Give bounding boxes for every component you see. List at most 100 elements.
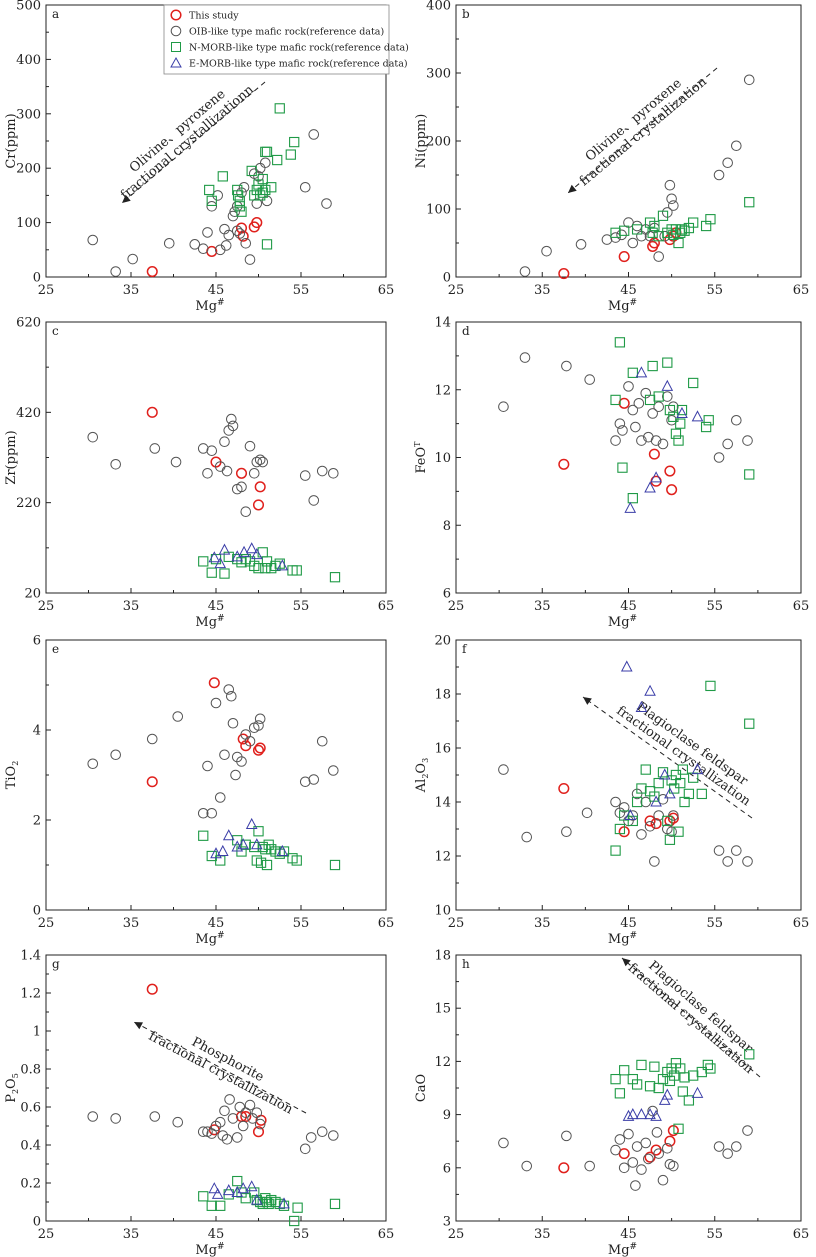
point-nmorb [662, 815, 673, 827]
point-nmorb [610, 1073, 621, 1085]
point-oib [202, 468, 213, 479]
y-tick-label: 15 [434, 1002, 451, 1017]
point-nmorb [668, 411, 679, 422]
point-oib [308, 495, 320, 506]
point-nmorb [619, 810, 630, 821]
point-nmorb [644, 394, 656, 406]
point-oib [657, 1174, 669, 1186]
x-tick-label: 65 [793, 916, 810, 931]
x-tick-label: 25 [448, 1227, 465, 1242]
x-tick-label: 55 [706, 1227, 723, 1242]
point-nmorb [649, 791, 660, 802]
y-tick-label: 18 [434, 949, 451, 964]
x-tick-label: 25 [38, 1227, 55, 1242]
point-oib [328, 765, 339, 776]
plot-frame [455, 321, 802, 594]
point-oib [214, 1116, 226, 1128]
y-tick-label: 500 [16, 0, 41, 14]
point-oib [618, 802, 630, 813]
point-nmorb [644, 1081, 656, 1092]
point-nmorb [688, 377, 699, 389]
point-emorb [211, 1187, 224, 1199]
point-oib [214, 792, 226, 803]
point-nmorb [206, 1200, 217, 1211]
point-oib [653, 1148, 664, 1159]
point-emorb [250, 548, 263, 560]
point-nmorb [653, 231, 664, 242]
point-this-study [252, 744, 265, 756]
point-nmorb [246, 165, 257, 177]
point-emorb [222, 1184, 235, 1196]
point-oib [172, 711, 184, 722]
x-tick-label: 55 [293, 283, 310, 298]
y-tick-label: 1.4 [20, 949, 41, 964]
y-tick-label: 3 [443, 1215, 451, 1230]
point-nmorb [703, 415, 714, 426]
point-oib [316, 465, 328, 477]
y-axis-label: P2O5 [4, 1073, 20, 1103]
trend-arrow-line [621, 957, 761, 1078]
y-tick-label: 200 [16, 162, 41, 177]
point-oib [197, 807, 209, 819]
point-emorb [237, 838, 250, 850]
y-tick-label: 420 [16, 406, 41, 421]
point-oib [630, 421, 641, 433]
point-nmorb [619, 225, 630, 236]
y-tick-label: 0.2 [20, 1177, 41, 1192]
y-tick-label: 6 [443, 587, 451, 602]
panel-b: b 25 35 45 55 65 0 100 200 300 400 Mg# Ni(ppm) Olivin… [414, 0, 809, 314]
point-this-study [644, 815, 656, 827]
point-nmorb [675, 777, 686, 789]
point-oib [722, 1148, 733, 1159]
point-oib [316, 735, 328, 747]
point-oib [614, 418, 626, 429]
trend-arrow-head [583, 697, 592, 705]
panel-c: c 25 35 45 55 65 20 220 420 620 Mg# Zr(ppm) [4, 316, 394, 631]
point-oib [227, 717, 239, 729]
point-nmorb [266, 182, 277, 193]
point-nmorb [662, 357, 673, 368]
point-emorb [622, 1109, 635, 1121]
y-tick-label: 0.4 [20, 1139, 41, 1154]
point-nmorb [219, 568, 230, 579]
x-tick-label: 45 [208, 599, 225, 614]
point-emorb [664, 787, 676, 799]
point-oib [731, 414, 742, 426]
y-tick-label: 9 [443, 1108, 451, 1123]
point-oib [257, 456, 269, 468]
point-emorb [635, 700, 648, 712]
point-oib [636, 829, 647, 840]
panel-g: g 25 35 45 55 65 0 0.2 0.4 0.6 0.8 1 1.2 1.4 Mg# P2O5 Ph… [4, 949, 394, 1257]
annotation-line: fractional crystallization [146, 1029, 296, 1118]
point-oib [653, 810, 664, 821]
point-nmorb [696, 1066, 707, 1078]
point-oib [731, 1141, 742, 1152]
point-oib [644, 230, 656, 242]
point-oib [617, 425, 628, 436]
point-emorb [644, 481, 656, 493]
point-oib [627, 1157, 639, 1168]
panel-letter: c [52, 324, 59, 338]
trend-arrow-line [567, 67, 718, 194]
trend-arrow-line [133, 1021, 307, 1114]
point-nmorb [329, 1198, 341, 1210]
y-tick-label: 0 [33, 1215, 41, 1230]
point-oib [627, 404, 639, 416]
point-emorb [250, 838, 263, 850]
point-nmorb [647, 227, 658, 238]
x-tick-label: 45 [620, 916, 637, 931]
point-oib [87, 1111, 99, 1122]
point-oib [223, 229, 235, 241]
point-oib [742, 435, 753, 446]
point-oib [498, 401, 509, 412]
point-nmorb [272, 154, 283, 166]
annotation-text: Plagioclase feldsparfractional crystalli… [625, 949, 767, 1077]
annotation-text: Plagioclase feldsparfractional crystalli… [614, 691, 763, 809]
point-nmorb [257, 187, 268, 198]
x-tick-label: 65 [378, 599, 395, 614]
point-nmorb [673, 435, 684, 446]
point-oib [666, 193, 677, 205]
point-emorb [691, 410, 704, 422]
x-tick-label: 55 [293, 916, 310, 931]
point-emorb [208, 551, 221, 563]
